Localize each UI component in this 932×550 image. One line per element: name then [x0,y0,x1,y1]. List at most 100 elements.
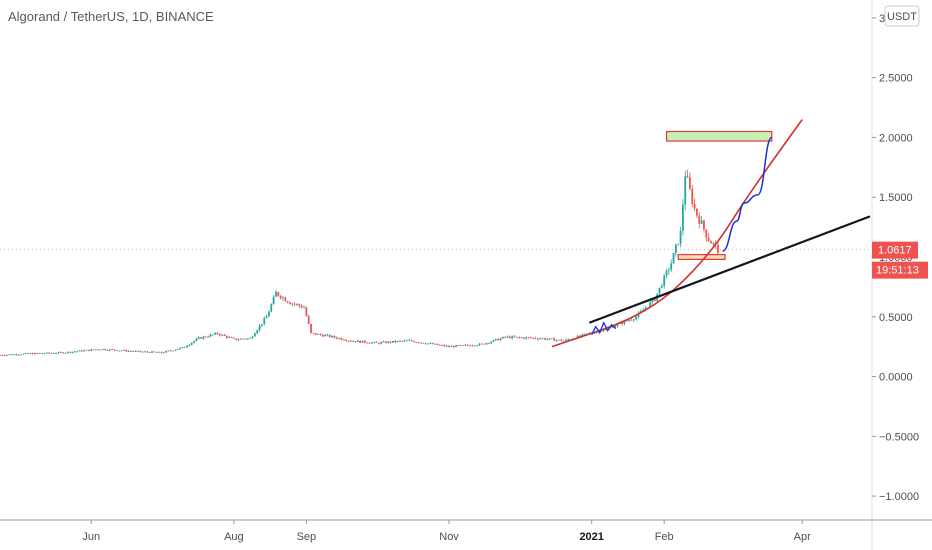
currency-button[interactable]: USDT [884,5,920,27]
candle-body [712,243,715,244]
candle-body [270,304,273,312]
x-tick-label: Nov [439,531,459,543]
candle-body [490,341,493,344]
candle-body [111,349,114,351]
candle-body [239,338,242,340]
candle-body [602,329,605,332]
candle-body [445,345,448,347]
y-tick-label: 0.5000 [879,312,913,324]
candle-body [450,346,453,347]
candle-body [162,352,165,354]
x-tick-label: Feb [655,531,674,543]
candle-body [279,295,282,299]
candle-body [225,335,228,338]
candle-body [611,326,614,328]
candle-body [130,350,132,352]
candle-body [558,339,560,341]
candle-body [658,287,661,294]
candle-body [593,333,595,334]
candle-body [195,338,198,342]
candle-body [630,319,633,321]
candle-body [677,243,680,245]
candle-body [64,352,67,354]
candle-body [469,345,471,347]
candle-body [132,351,135,352]
x-tick-label: 2021 [579,531,603,543]
candle-body [232,337,235,339]
candle-body [186,345,188,347]
candle-body [366,342,369,344]
candle-body [401,340,404,342]
candle-body [682,204,684,231]
x-tick-label: Aug [224,531,244,543]
candle-body [696,208,698,216]
candle-body [544,338,546,340]
candle-body [511,336,514,339]
candle-body [375,341,378,343]
candle-body [333,335,336,338]
plot-area[interactable] [0,169,719,357]
candle-body [663,275,666,287]
candle-body [31,353,34,355]
candle-body [614,326,616,328]
candle-body [553,338,556,341]
candle-body [256,330,259,334]
candle-body [560,339,563,341]
currency-button-label: USDT [887,11,917,23]
candle-body [3,355,6,357]
candle-body [249,337,252,339]
candle-body [76,351,79,353]
bar-countdown: 19:51:13 [876,265,919,277]
candle-body [644,307,647,311]
candle-body [653,298,656,301]
candle-body [153,351,156,353]
candle-body [296,304,298,305]
candle-body [172,350,174,352]
candle-body [282,297,284,299]
candle-body [480,343,483,345]
candle-body [483,343,486,345]
candle-body [583,333,586,335]
candle-body [10,354,13,356]
candle-body [506,336,509,338]
candle-body [90,349,93,351]
candle-body [202,336,205,339]
candle-body [251,336,254,338]
candle-body [289,302,291,305]
candle-body [504,336,507,338]
candle-body [670,263,673,270]
candle-body [85,349,88,351]
candle-body [340,338,343,340]
candle-body [335,337,338,339]
candle-body [616,323,619,327]
candle-body [181,347,184,348]
candle-body [349,340,352,342]
support-zone [677,254,726,261]
candle-body [15,354,18,356]
candle-body [62,352,65,354]
y-tick-label: −0.5000 [879,431,919,443]
candle-body [520,337,523,339]
candle-body [667,269,670,271]
candle-body [389,341,392,343]
time-scale[interactable]: Jun Aug Sep Nov 2021 Feb Apr [82,520,811,543]
candle-body [118,350,121,352]
candle-body [459,345,462,346]
candle-body [515,336,518,338]
candle-body [534,337,537,339]
drawing-layer [0,119,871,348]
candle-body [207,336,210,338]
candle-body [415,342,418,343]
candle-body [635,316,638,320]
candle-body [204,336,207,338]
candle-body [8,354,11,356]
candle-body [83,350,86,352]
candle-body [314,333,317,335]
candle-body [38,353,41,355]
candle-body [169,350,172,352]
candle-body [179,347,181,350]
candle-body [92,349,95,351]
candle-body [141,351,144,353]
candle-body [396,340,399,343]
